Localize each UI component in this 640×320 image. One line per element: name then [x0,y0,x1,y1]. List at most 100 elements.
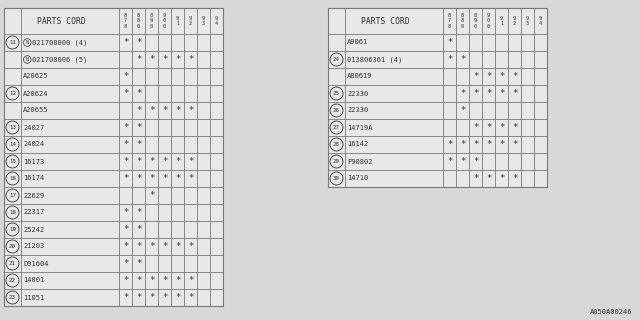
Text: N: N [26,57,29,62]
Text: 22330: 22330 [347,91,368,97]
Text: *: * [136,242,141,251]
Text: *: * [447,55,452,64]
Text: *: * [188,55,193,64]
Text: *: * [188,242,193,251]
Text: *: * [175,276,180,285]
Text: 013806361 (4): 013806361 (4) [347,56,403,63]
Text: *: * [175,242,180,251]
Text: 13: 13 [9,125,16,130]
Text: 16174: 16174 [23,175,44,181]
Text: 26: 26 [333,108,340,113]
Text: *: * [136,174,141,183]
Text: *: * [162,293,167,302]
Text: 9
4: 9 4 [539,16,542,26]
Text: 28: 28 [333,142,340,147]
Text: N: N [26,40,29,45]
Text: A9061: A9061 [347,39,368,45]
Text: 27: 27 [333,125,340,130]
Text: 8
9
0: 8 9 0 [150,13,153,29]
Text: 11051: 11051 [23,294,44,300]
Text: 16173: 16173 [23,158,44,164]
Text: *: * [149,174,154,183]
Text: *: * [123,89,128,98]
Text: 8
7
8: 8 7 8 [448,13,451,29]
Text: 24027: 24027 [23,124,44,131]
Text: 11: 11 [9,40,16,45]
Text: *: * [123,123,128,132]
Text: *: * [512,174,517,183]
Text: *: * [123,242,128,251]
Text: 8
8
0: 8 8 0 [137,13,140,29]
Text: *: * [123,72,128,81]
Text: 8
7
8: 8 7 8 [124,13,127,29]
Text: *: * [149,55,154,64]
Text: 12: 12 [9,91,16,96]
Text: 22330: 22330 [347,108,368,114]
Text: *: * [512,72,517,81]
Text: *: * [149,157,154,166]
Text: 22: 22 [9,278,16,283]
Text: *: * [460,140,465,149]
Text: 14710: 14710 [347,175,368,181]
Text: *: * [136,106,141,115]
Text: *: * [162,174,167,183]
Text: A20655: A20655 [23,108,49,114]
Text: *: * [473,157,478,166]
Text: PARTS CORD: PARTS CORD [361,17,410,26]
Text: *: * [175,55,180,64]
Text: *: * [162,55,167,64]
Text: *: * [447,140,452,149]
Text: *: * [149,242,154,251]
Text: A80619: A80619 [347,74,372,79]
Text: *: * [175,157,180,166]
Text: *: * [512,140,517,149]
Text: *: * [123,276,128,285]
Text: 22317: 22317 [23,210,44,215]
Text: 14001: 14001 [23,277,44,284]
Text: *: * [162,276,167,285]
Text: *: * [162,106,167,115]
Text: *: * [136,276,141,285]
Text: *: * [473,123,478,132]
Text: 14: 14 [9,142,16,147]
Text: *: * [149,191,154,200]
Text: *: * [188,174,193,183]
Text: *: * [175,106,180,115]
Text: *: * [499,72,504,81]
Text: 9
1: 9 1 [500,16,503,26]
Text: *: * [460,55,465,64]
Text: *: * [123,293,128,302]
Text: 14719A: 14719A [347,124,372,131]
Text: *: * [136,157,141,166]
Text: 17: 17 [9,193,16,198]
Text: 9
3: 9 3 [202,16,205,26]
Text: 9
2: 9 2 [513,16,516,26]
Text: *: * [123,225,128,234]
Text: *: * [473,72,478,81]
Text: *: * [123,140,128,149]
Text: *: * [136,123,141,132]
Text: *: * [149,293,154,302]
Text: *: * [136,259,141,268]
Text: *: * [512,89,517,98]
Text: *: * [486,72,491,81]
Text: *: * [188,293,193,302]
Text: *: * [188,276,193,285]
Text: D91604: D91604 [23,260,49,267]
Text: 29: 29 [333,159,340,164]
Text: *: * [162,242,167,251]
Text: *: * [136,89,141,98]
Text: *: * [486,140,491,149]
Text: A20625: A20625 [23,74,49,79]
Text: PARTS CORD: PARTS CORD [37,17,86,26]
Text: *: * [188,106,193,115]
Text: *: * [149,276,154,285]
Text: 9
2: 9 2 [189,16,192,26]
Text: *: * [499,89,504,98]
Text: 15: 15 [9,159,16,164]
Text: *: * [123,174,128,183]
Text: A050A00246: A050A00246 [589,309,632,315]
Text: 9
0
0: 9 0 0 [487,13,490,29]
Text: 9
4: 9 4 [215,16,218,26]
Text: *: * [486,123,491,132]
